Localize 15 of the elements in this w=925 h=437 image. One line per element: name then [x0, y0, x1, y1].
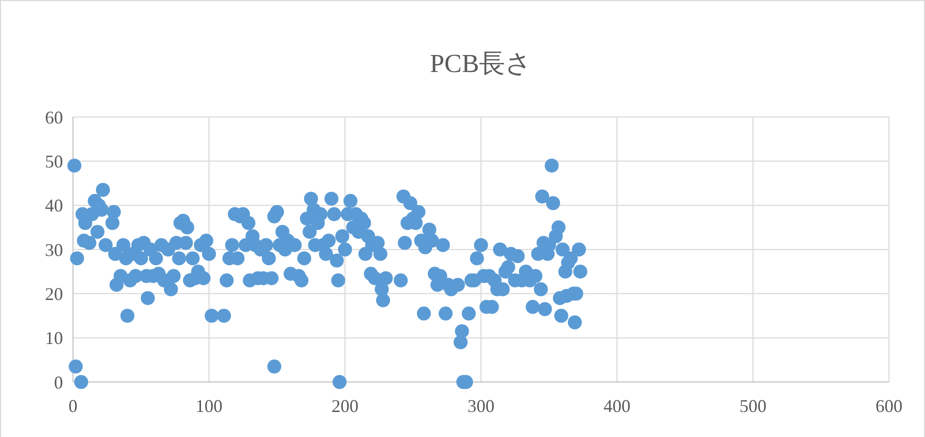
y-tick-label: 20: [45, 284, 63, 304]
y-tick-label: 0: [54, 372, 63, 392]
x-tick-label: 400: [604, 396, 630, 416]
y-tick-label: 30: [45, 240, 63, 260]
y-tick-label: 40: [45, 196, 63, 216]
x-tick-label: 600: [876, 396, 902, 416]
x-tick-label: 200: [332, 396, 358, 416]
x-tick-label: 500: [740, 396, 766, 416]
x-tick-label: 0: [68, 396, 78, 416]
y-tick-label: 10: [45, 328, 63, 348]
chart-title: PCB長さ: [430, 49, 532, 78]
x-tick-label: 300: [468, 396, 494, 416]
x-tick-label: 100: [196, 396, 222, 416]
y-tick-label: 50: [45, 151, 63, 172]
y-tick-label: 60: [45, 107, 63, 128]
